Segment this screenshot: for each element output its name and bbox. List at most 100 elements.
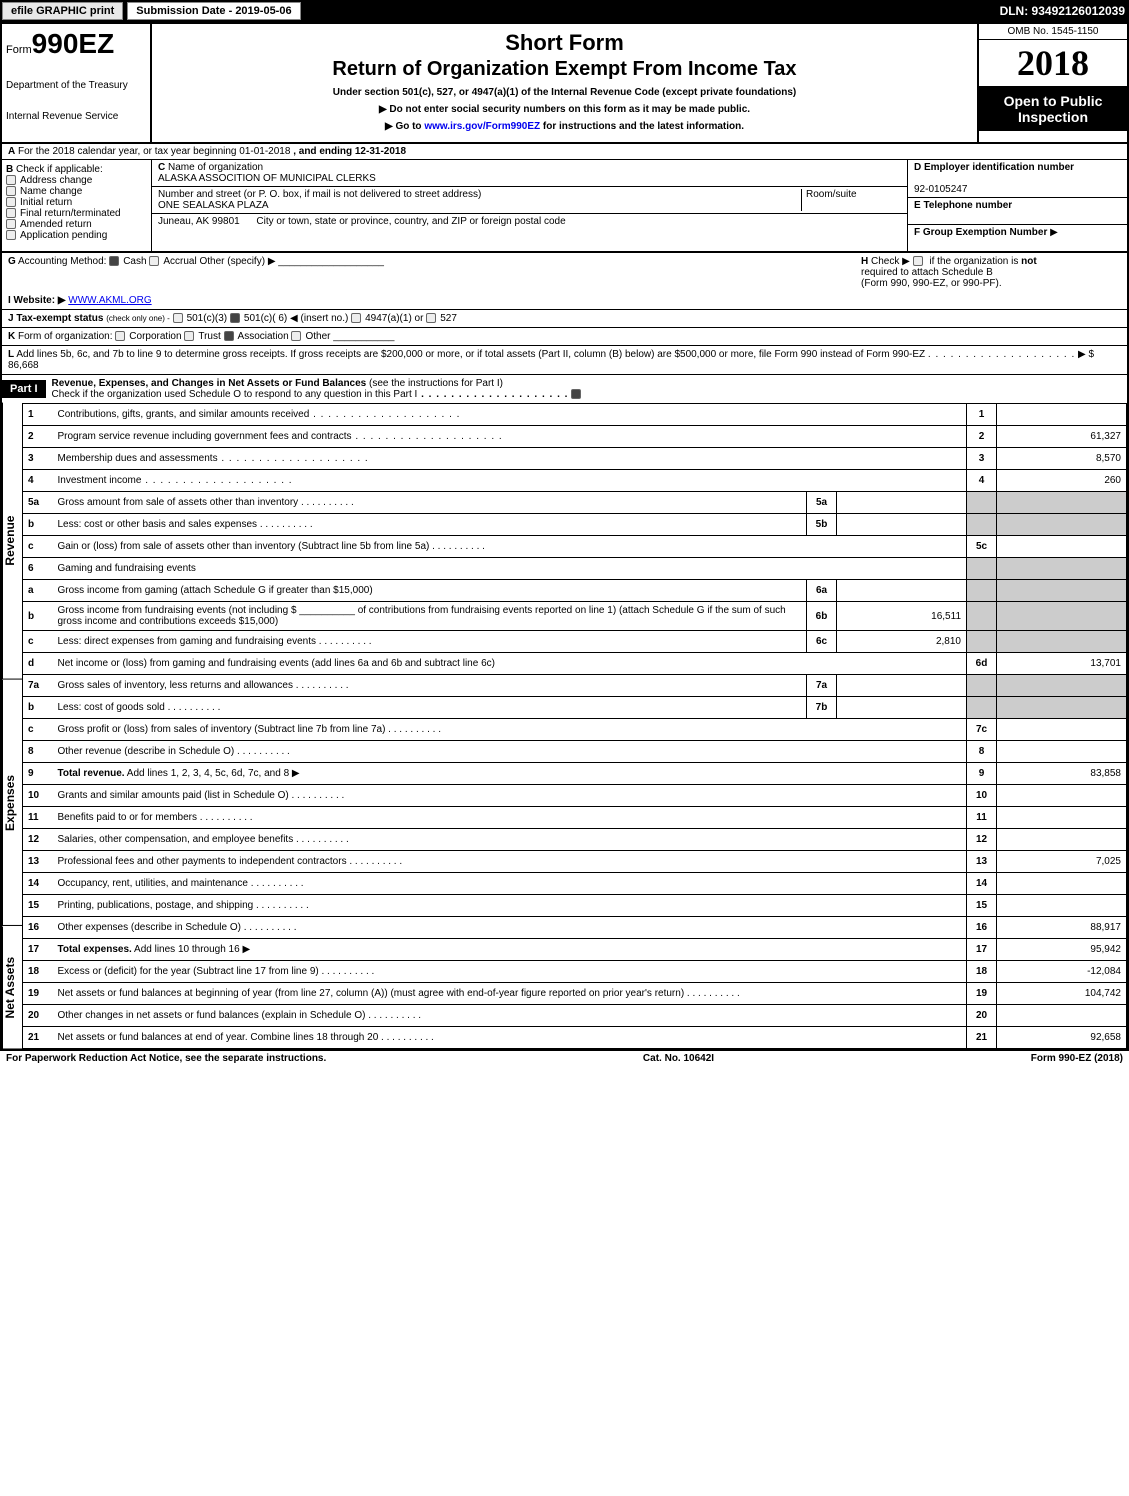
line-14-val xyxy=(997,873,1127,895)
line-7b-desc: Less: cost of goods sold xyxy=(58,702,165,713)
addr-label: Number and street (or P. O. box, if mail… xyxy=(158,189,481,200)
open-line-1: Open to Public xyxy=(981,93,1125,109)
line-7a-mid: 7a xyxy=(807,675,837,697)
chk-other[interactable] xyxy=(291,331,301,341)
chk-amended-return[interactable] xyxy=(6,219,16,229)
footer-right: Form 990-EZ (2018) xyxy=(1031,1053,1123,1064)
form-note-2: Go to www.irs.gov/Form990EZ for instruct… xyxy=(156,121,973,132)
group-exemption-label: F Group Exemption Number xyxy=(914,227,1047,238)
chk-address-change[interactable] xyxy=(6,175,16,185)
section-k: K Form of organization: Corporation Trus… xyxy=(2,327,1127,345)
line-6a-desc: Gross income from gaming (attach Schedul… xyxy=(58,585,373,596)
chk-cash[interactable] xyxy=(109,256,119,266)
line-9-val: 83,858 xyxy=(997,763,1127,785)
line-9-desc: Total revenue. xyxy=(58,768,125,779)
line-4-desc: Investment income xyxy=(58,475,293,486)
part-1-header: Part I Revenue, Expenses, and Changes in… xyxy=(2,374,1127,403)
lbl-4947: 4947(a)(1) or xyxy=(365,313,423,324)
line-6-desc: Gaming and fundraising events xyxy=(58,563,196,574)
chk-corp[interactable] xyxy=(115,331,125,341)
h-check: Check ▶ xyxy=(871,256,910,267)
line-5a: 5aGross amount from sale of assets other… xyxy=(23,492,1127,514)
line-7a-midval xyxy=(837,675,967,697)
line-18-desc: Excess or (deficit) for the year (Subtra… xyxy=(58,966,319,977)
side-net-assets: Net Assets xyxy=(2,926,22,1049)
chk-trust[interactable] xyxy=(184,331,194,341)
chk-501c3[interactable] xyxy=(173,313,183,323)
line-15-val xyxy=(997,895,1127,917)
chk-final-return[interactable] xyxy=(6,208,16,218)
chk-accrual[interactable] xyxy=(149,256,159,266)
line-5b: bLess: cost or other basis and sales exp… xyxy=(23,514,1127,536)
line-6b-desc-pre: Gross income from fundraising events (no… xyxy=(58,605,297,616)
line-5a-mid: 5a xyxy=(807,492,837,514)
h-text4: (Form 990, 990-EZ, or 990-PF). xyxy=(861,278,1002,289)
section-a: A For the 2018 calendar year, or tax yea… xyxy=(2,144,1127,160)
header-right: OMB No. 1545-1150 2018 Open to Public In… xyxy=(977,24,1127,142)
submission-date: Submission Date - 2019-05-06 xyxy=(127,2,300,20)
telephone-label: E Telephone number xyxy=(914,200,1012,211)
line-16: 16Other expenses (describe in Schedule O… xyxy=(23,917,1127,939)
dept-treasury: Department of the Treasury xyxy=(6,80,146,91)
chk-h[interactable] xyxy=(913,256,923,266)
form-of-org-label: Form of organization: xyxy=(18,331,113,342)
line-7a-desc: Gross sales of inventory, less returns a… xyxy=(58,680,293,691)
line-9: 9Total revenue. Add lines 1, 2, 3, 4, 5c… xyxy=(23,763,1127,785)
line-7b: bLess: cost of goods sold7b xyxy=(23,697,1127,719)
chk-527[interactable] xyxy=(426,313,436,323)
line-5b-desc: Less: cost or other basis and sales expe… xyxy=(58,519,313,530)
line-8-desc: Other revenue (describe in Schedule O) xyxy=(58,746,235,757)
label-k: K xyxy=(8,331,15,342)
accounting-method-label: Accounting Method: xyxy=(18,256,106,267)
website-label: I Website: ▶ xyxy=(8,295,66,306)
website-link[interactable]: WWW.AKML.ORG xyxy=(68,295,151,306)
lbl-other-specify: Other (specify) xyxy=(199,256,265,267)
line-6c-desc: Less: direct expenses from gaming and fu… xyxy=(58,636,316,647)
dln-label: DLN: 93492126012039 xyxy=(1000,4,1125,18)
line-18-val: -12,084 xyxy=(997,961,1127,983)
line-16-desc: Other expenses (describe in Schedule O) xyxy=(58,922,241,933)
line-7b-midval xyxy=(837,697,967,719)
chk-name-change[interactable] xyxy=(6,186,16,196)
chk-application-pending[interactable] xyxy=(6,230,16,240)
line-6b: bGross income from fundraising events (n… xyxy=(23,602,1127,631)
form-title-1: Short Form xyxy=(156,30,973,56)
line-6b-midval: 16,511 xyxy=(837,602,967,631)
lbl-final-return: Final return/terminated xyxy=(20,208,121,219)
line-1: 1Contributions, gifts, grants, and simil… xyxy=(23,404,1127,426)
irs-link[interactable]: www.irs.gov/Form990EZ xyxy=(424,121,540,132)
efile-print-button[interactable]: efile GRAPHIC print xyxy=(2,2,123,20)
line-3: 3Membership dues and assessments38,570 xyxy=(23,448,1127,470)
form-note-1: Do not enter social security numbers on … xyxy=(156,104,973,115)
part-1-check-text: Check if the organization used Schedule … xyxy=(52,389,418,400)
line-6d: dNet income or (loss) from gaming and fu… xyxy=(23,653,1127,675)
line-8-val xyxy=(997,741,1127,763)
label-j: J Tax-exempt status xyxy=(8,313,103,324)
line-18: 18Excess or (deficit) for the year (Subt… xyxy=(23,961,1127,983)
footer-mid: Cat. No. 10642I xyxy=(643,1053,714,1064)
note2-post: for instructions and the latest informat… xyxy=(540,121,744,132)
line-17-val: 95,942 xyxy=(997,939,1127,961)
part-1-title-sub: (see the instructions for Part I) xyxy=(369,378,503,389)
label-g: G xyxy=(8,256,16,267)
line-15: 15Printing, publications, postage, and s… xyxy=(23,895,1127,917)
line-4: 4Investment income4260 xyxy=(23,470,1127,492)
chk-4947[interactable] xyxy=(351,313,361,323)
line-14-desc: Occupancy, rent, utilities, and maintena… xyxy=(58,878,248,889)
line-7c: cGross profit or (loss) from sales of in… xyxy=(23,719,1127,741)
lbl-trust: Trust xyxy=(198,331,220,342)
org-name: ALASKA ASSOCITION OF MUNICIPAL CLERKS xyxy=(158,173,376,184)
chk-501c[interactable] xyxy=(230,313,240,323)
omb-number: OMB No. 1545-1150 xyxy=(979,24,1127,40)
form-number: 990EZ xyxy=(32,28,115,59)
line-6d-desc: Net income or (loss) from gaming and fun… xyxy=(58,658,495,669)
chk-assoc[interactable] xyxy=(224,331,234,341)
label-l: L xyxy=(8,349,14,360)
label-c: C xyxy=(158,162,165,173)
side-revenue: Revenue xyxy=(2,403,22,680)
chk-schedule-o[interactable] xyxy=(571,389,581,399)
chk-initial-return[interactable] xyxy=(6,197,16,207)
line-7c-val xyxy=(997,719,1127,741)
section-l: L Add lines 5b, 6c, and 7b to line 9 to … xyxy=(2,345,1127,374)
line-9-desc2: Add lines 1, 2, 3, 4, 5c, 6d, 7c, and 8 xyxy=(127,768,289,779)
